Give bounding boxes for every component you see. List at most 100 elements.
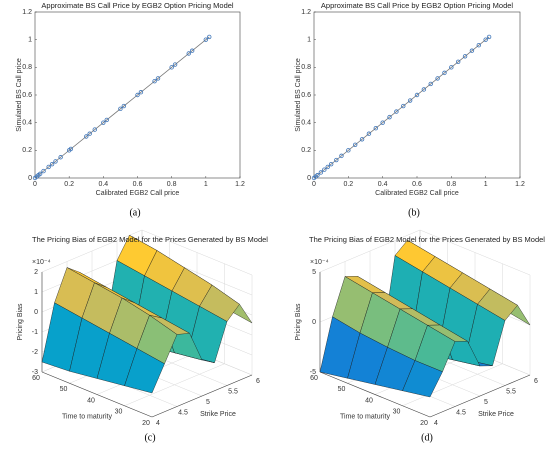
point bbox=[339, 153, 344, 159]
surface-patch bbox=[402, 360, 443, 398]
point bbox=[49, 161, 55, 167]
y-axis-label: Simulated BS Call price bbox=[295, 58, 302, 132]
point bbox=[346, 148, 351, 153]
point bbox=[456, 59, 461, 64]
x-tick-label: 0.8 bbox=[167, 181, 177, 188]
point bbox=[87, 131, 92, 136]
z-tick-label: -5 bbox=[310, 369, 316, 376]
y-tick-label: 30 bbox=[393, 409, 401, 416]
x-tick-label: 5.5 bbox=[228, 388, 238, 395]
z-tick-label: 2 bbox=[34, 269, 38, 276]
point bbox=[155, 76, 161, 81]
x-tick-label: 0 bbox=[312, 181, 316, 188]
x-axis-label: Calibrated EGB2 Call price bbox=[375, 190, 459, 197]
x-tick-label: 0.6 bbox=[412, 181, 422, 188]
y-tick-label: 1 bbox=[307, 37, 311, 44]
x-tick-label: 4.5 bbox=[456, 409, 466, 416]
y-tick-label: 0 bbox=[307, 175, 311, 182]
point bbox=[449, 65, 454, 70]
point bbox=[186, 51, 191, 56]
point bbox=[58, 155, 63, 160]
y-tick-label: 1 bbox=[28, 37, 32, 44]
y-grid-line bbox=[124, 363, 225, 406]
x-tick-label: 4.5 bbox=[178, 409, 188, 416]
x-tick-label: 6 bbox=[534, 378, 538, 385]
y-tick-label: 50 bbox=[60, 386, 68, 393]
point bbox=[152, 78, 157, 84]
point bbox=[118, 106, 123, 112]
x-tick-label: 1.2 bbox=[235, 181, 245, 188]
caption: (d) bbox=[421, 432, 433, 443]
x-axis-label: Calibrated EGB2 Call price bbox=[96, 190, 180, 197]
x-tick-label: 0.6 bbox=[133, 181, 143, 188]
y-tick-label: 0.4 bbox=[22, 120, 32, 127]
z-axis-label: Pricing Bias bbox=[17, 303, 24, 340]
point bbox=[121, 103, 127, 109]
y-tick-label: 0.8 bbox=[22, 64, 32, 71]
y-tick-label: 60 bbox=[32, 375, 40, 382]
point bbox=[138, 90, 144, 95]
point bbox=[442, 70, 447, 76]
x-tick-label: 0.4 bbox=[98, 181, 108, 188]
z-tick-label: -2 bbox=[32, 349, 38, 356]
axis-line bbox=[151, 374, 253, 418]
point bbox=[373, 125, 378, 131]
point bbox=[435, 76, 440, 81]
point bbox=[483, 37, 488, 42]
point bbox=[135, 92, 140, 98]
point bbox=[486, 34, 492, 40]
x-tick-label: 0.2 bbox=[64, 181, 74, 188]
point bbox=[353, 142, 358, 147]
point bbox=[189, 48, 195, 53]
point bbox=[394, 109, 399, 114]
point bbox=[315, 173, 320, 178]
point bbox=[407, 98, 413, 103]
chart-title: The Pricing Bias of EGB2 Model for the P… bbox=[32, 235, 268, 244]
x-tick-label: 6 bbox=[256, 378, 260, 385]
point bbox=[428, 81, 433, 87]
y-tick-label: 0.6 bbox=[301, 92, 311, 99]
x-tick-label: 0 bbox=[33, 181, 37, 188]
axis-line bbox=[319, 371, 431, 418]
y-tick-label: 1.2 bbox=[301, 9, 311, 16]
point bbox=[203, 37, 209, 42]
y-tick-label: 0 bbox=[28, 175, 32, 182]
y-tick-label: 1.2 bbox=[22, 9, 32, 16]
point bbox=[414, 92, 420, 98]
point bbox=[318, 170, 324, 175]
y-tick-label: 20 bbox=[142, 420, 150, 427]
chart-title: Approximate BS Call Price by EGB2 Option… bbox=[41, 1, 233, 10]
y-tick-label: 0.2 bbox=[301, 147, 311, 154]
z-multiplier: ×10⁻⁴ bbox=[310, 259, 329, 266]
x-axis-label: Strike Price bbox=[200, 411, 236, 418]
point bbox=[46, 164, 51, 170]
axis-line bbox=[429, 374, 531, 418]
x-tick-label: 5 bbox=[206, 399, 210, 406]
x-tick-label: 4 bbox=[434, 420, 438, 427]
caption: (a) bbox=[129, 207, 140, 218]
y-tick-label: 0.2 bbox=[22, 147, 32, 154]
chart-title: The Pricing Bias of EGB2 Model for the P… bbox=[309, 235, 545, 244]
surface-patch bbox=[124, 348, 165, 394]
y-tick-label: 60 bbox=[310, 375, 318, 382]
x-tick-label: 0.8 bbox=[446, 181, 456, 188]
z-tick-label: 1 bbox=[34, 289, 38, 296]
point bbox=[334, 157, 339, 163]
point bbox=[476, 43, 481, 48]
point bbox=[101, 120, 106, 125]
y-tick-label: 40 bbox=[87, 397, 95, 404]
point bbox=[366, 131, 372, 136]
point bbox=[172, 62, 178, 67]
x-tick-label: 5 bbox=[484, 399, 488, 406]
point bbox=[207, 34, 212, 40]
x-tick-label: 5.5 bbox=[506, 388, 516, 395]
point bbox=[325, 164, 330, 170]
x-tick-label: 0.2 bbox=[343, 181, 353, 188]
point bbox=[359, 137, 365, 142]
point bbox=[68, 146, 74, 152]
y-axis-label: Time to maturity bbox=[62, 413, 112, 420]
z-tick-label: -1 bbox=[32, 329, 38, 336]
point bbox=[41, 168, 46, 174]
point bbox=[380, 120, 385, 125]
y-axis-label: Time to maturity bbox=[340, 413, 390, 420]
